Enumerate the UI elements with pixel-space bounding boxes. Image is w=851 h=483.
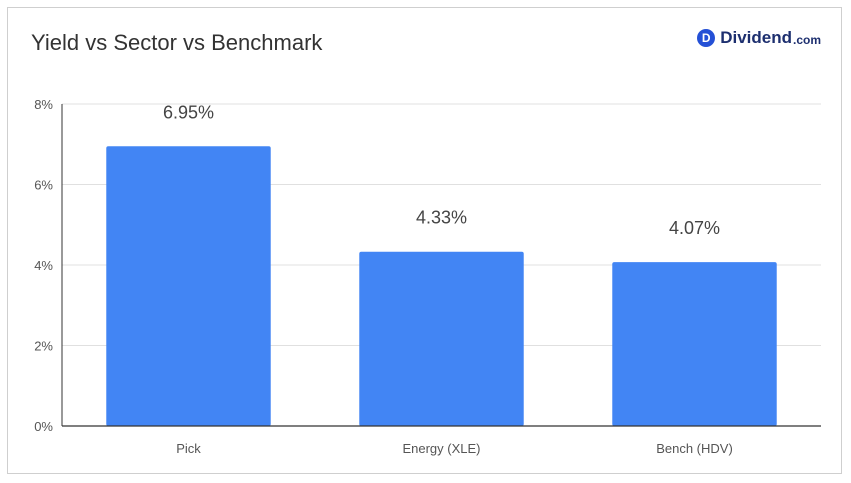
brand-suffix: .com — [792, 33, 821, 47]
y-tick-label: 6% — [34, 178, 53, 193]
brand-name: Dividend — [720, 28, 792, 47]
y-tick-label: 0% — [34, 419, 53, 434]
brand-logo: D Dividend .com — [697, 28, 821, 48]
x-tick-label: Bench (HDV) — [656, 441, 733, 456]
x-tick-label: Pick — [176, 441, 201, 456]
x-tick-label: Energy (XLE) — [402, 441, 480, 456]
y-tick-label: 8% — [34, 97, 53, 112]
chart-title: Yield vs Sector vs Benchmark — [31, 30, 323, 55]
bar — [612, 262, 777, 426]
y-tick-label: 2% — [34, 339, 53, 354]
data-label: 4.07% — [669, 218, 720, 238]
data-label: 4.33% — [416, 208, 467, 228]
brand-badge-icon: D — [697, 29, 716, 47]
bar — [359, 251, 524, 426]
bar — [106, 146, 271, 426]
y-tick-label: 4% — [34, 258, 53, 273]
data-label: 6.95% — [163, 102, 214, 122]
